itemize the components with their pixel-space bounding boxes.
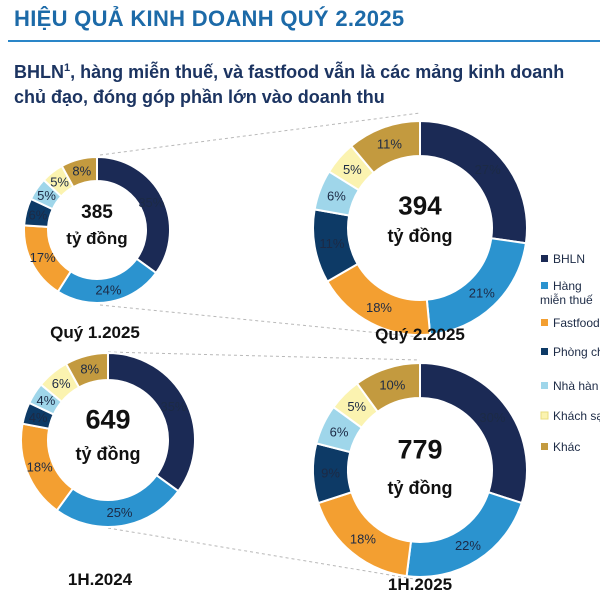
slice-label: 8% xyxy=(80,361,99,376)
slice-label: 18% xyxy=(27,460,53,475)
slice-label: 24% xyxy=(95,282,121,297)
donut-chart-3: 35% 25% 18% 4% 4% 6% 8% 649 tỷ đồng 1H.2024 xyxy=(20,351,196,589)
slice-label: 18% xyxy=(350,531,376,546)
legend-label-line2: miễn thuế xyxy=(540,292,593,307)
subtitle-rest: , hàng miễn thuế, và fastfood vẫn là các… xyxy=(70,62,565,82)
period-label: Quý 1.2025 xyxy=(50,323,140,342)
period-label: Quý 2.2025 xyxy=(375,325,465,344)
total-unit: tỷ đồng xyxy=(388,226,453,246)
legend-label: Hàng xyxy=(553,279,582,293)
slice-label: 35% xyxy=(160,399,186,414)
total-unit: tỷ đồng xyxy=(388,478,453,498)
legend-label: Fastfood xyxy=(553,316,600,330)
period-label: 1H.2025 xyxy=(388,575,452,594)
slice-label: 17% xyxy=(30,250,56,265)
donut-slice-1 xyxy=(419,119,528,245)
slice-label: 11% xyxy=(319,236,344,251)
legend-swatch xyxy=(541,319,548,326)
total-unit: tỷ đồng xyxy=(66,229,127,248)
slice-label: 18% xyxy=(366,300,392,315)
donut-slice-2 xyxy=(405,490,524,578)
legend-label: BHLN xyxy=(553,252,585,266)
slice-label: 4% xyxy=(29,410,48,425)
slice-label: 5% xyxy=(37,188,56,203)
period-label: 1H.2024 xyxy=(68,570,133,589)
total-unit: tỷ đồng xyxy=(76,444,141,464)
legend-label: Khách sạ xyxy=(553,409,600,423)
page-title: HIỆU QUẢ KINH DOANH QUÝ 2.2025 xyxy=(14,6,405,31)
legend-swatch xyxy=(541,282,548,289)
slice-label: 5% xyxy=(343,162,362,177)
slice-label: 11% xyxy=(377,136,402,151)
connector-line-bottom-upper xyxy=(107,351,421,361)
donut-slice-7 xyxy=(349,119,421,175)
connector-line-bottom-lower xyxy=(107,527,421,581)
legend-swatch xyxy=(541,443,548,450)
slice-label: 21% xyxy=(469,285,495,300)
legend-swatch xyxy=(540,411,549,420)
slice-label: 35% xyxy=(138,195,164,210)
legend-label: Khác xyxy=(553,440,580,454)
subtitle-footnote-mark: 1 xyxy=(64,62,71,74)
donut-chart-4: 30% 22% 18% 9% 6% 5% 10% 779 tỷ đồng 1H.2025 xyxy=(312,361,528,594)
slice-label: 6% xyxy=(29,207,48,222)
total-value: 394 xyxy=(398,191,442,221)
total-value: 779 xyxy=(397,435,442,465)
legend-swatch xyxy=(541,382,548,389)
slice-label: 30% xyxy=(479,410,505,425)
slice-label: 6% xyxy=(330,424,349,439)
slice-label: 10% xyxy=(379,377,405,392)
legend-label: Nhà hàn xyxy=(553,379,598,393)
total-value: 385 xyxy=(81,202,113,223)
legend-swatch xyxy=(541,348,548,355)
title-divider xyxy=(8,40,600,42)
slice-label: 6% xyxy=(52,376,71,391)
slice-label: 27% xyxy=(475,162,501,177)
donut-slice-7 xyxy=(60,155,98,189)
slice-label: 6% xyxy=(327,189,346,204)
donut-slice-7 xyxy=(355,361,421,414)
slice-label: 5% xyxy=(50,174,69,189)
donut-slice-7 xyxy=(64,351,109,389)
slice-label: 4% xyxy=(37,393,56,408)
slice-label: 9% xyxy=(321,465,340,480)
subtitle-line-2: chủ đạo, đóng góp phần lớn vào doanh thu xyxy=(14,87,385,107)
total-value: 649 xyxy=(85,405,130,435)
donut-chart-2: 27% 21% 18% 11% 6% 5% 11% 394 tỷ đồng Quý 2.2025 xyxy=(312,119,528,344)
legend-label: Phòng ch xyxy=(553,345,600,359)
slice-label: 5% xyxy=(347,399,366,414)
slice-label: 8% xyxy=(72,163,91,178)
legend-swatch xyxy=(541,255,548,262)
slice-label: 22% xyxy=(455,538,481,553)
page-subtitle: BHLN1, hàng miễn thuế, và fastfood vẫn l… xyxy=(14,56,594,110)
slice-label: 25% xyxy=(106,505,132,520)
subtitle-bhln: BHLN xyxy=(14,62,64,82)
